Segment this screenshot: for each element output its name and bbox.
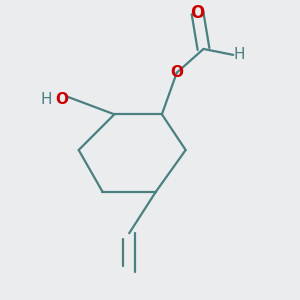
Text: O: O [170,65,183,80]
Text: H: H [233,47,245,62]
Text: O: O [55,92,68,107]
Text: H: H [40,92,52,107]
Text: O: O [190,4,205,22]
